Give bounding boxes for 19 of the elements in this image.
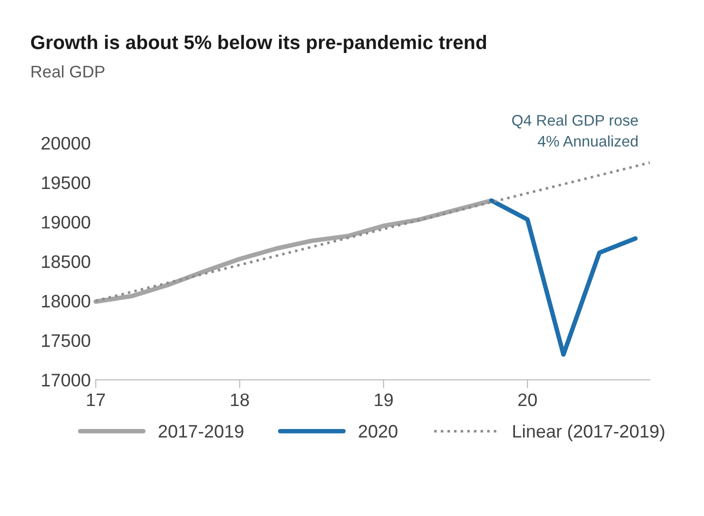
y-tick-label: 19000 xyxy=(42,216,90,229)
legend-label: 2020 xyxy=(358,424,398,438)
x-tick-label: 17 xyxy=(87,394,105,406)
chart-subtitle: Real GDP xyxy=(32,65,104,78)
y-tick-label: 17000 xyxy=(42,374,90,386)
y-tick-label: 18000 xyxy=(42,294,90,308)
annotation: Q4 Real GDP rose 4% Annualized xyxy=(512,114,638,147)
x-tick-label: 18 xyxy=(230,393,249,406)
chart-title: Growth is about 5% below its pre-pandemic trend xyxy=(31,34,486,54)
line-series xyxy=(489,198,638,357)
x-tick-label: 20 xyxy=(518,393,537,406)
y-tick-label: 18500 xyxy=(42,255,90,268)
x-tick-label: 19 xyxy=(374,393,393,406)
line-series xyxy=(94,198,494,304)
y-tick-label: 19500 xyxy=(42,176,90,190)
legend-label: Linear (2017-2019) xyxy=(513,424,664,442)
y-tick-label: 20000 xyxy=(42,136,90,150)
legend-label: 2017-2019 xyxy=(158,424,244,438)
y-tick-label: 17500 xyxy=(42,334,90,348)
